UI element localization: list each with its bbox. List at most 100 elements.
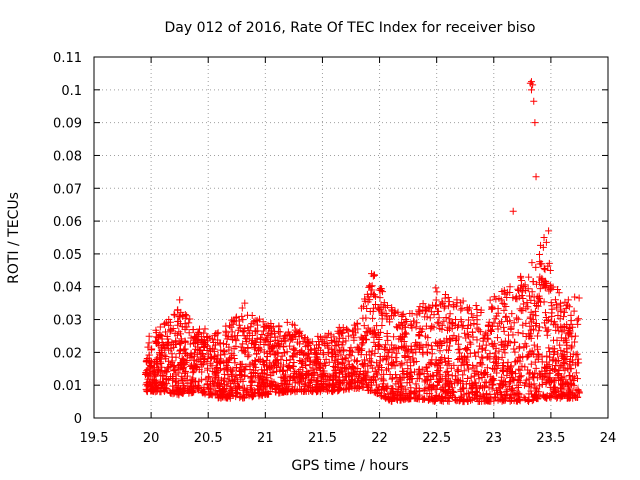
data-point [266, 359, 274, 367]
data-point [334, 360, 342, 368]
data-point [419, 348, 427, 356]
data-point [524, 303, 532, 311]
data-point [331, 357, 339, 365]
data-point [477, 306, 485, 314]
data-point [438, 353, 446, 361]
data-point [175, 312, 183, 320]
data-point [430, 394, 438, 402]
data-point [350, 321, 358, 329]
data-point [176, 296, 184, 304]
data-point [476, 392, 484, 400]
data-point [218, 389, 226, 397]
data-point [395, 383, 403, 391]
data-point [453, 379, 461, 387]
data-point [212, 358, 220, 366]
data-point [396, 321, 404, 329]
data-point [180, 346, 188, 354]
data-point [210, 338, 218, 346]
data-point [554, 371, 562, 379]
data-point [364, 298, 372, 306]
data-point [311, 356, 319, 364]
data-point [486, 296, 494, 304]
data-point [303, 371, 311, 379]
data-point [485, 318, 493, 326]
data-point [211, 370, 219, 378]
data-point [229, 336, 237, 344]
data-point [374, 329, 382, 337]
data-point [551, 365, 558, 373]
data-point [535, 294, 543, 302]
data-point [558, 381, 566, 389]
data-point [191, 361, 199, 369]
data-point [181, 337, 189, 345]
data-point [409, 354, 417, 362]
data-point [281, 387, 289, 395]
data-point [226, 322, 234, 330]
data-point [510, 319, 518, 327]
data-point [534, 355, 542, 363]
data-point [471, 391, 479, 399]
data-point [533, 332, 541, 340]
data-point [252, 327, 260, 335]
data-point [444, 355, 452, 363]
data-point [200, 358, 208, 366]
data-point [341, 355, 349, 363]
data-point [422, 376, 430, 384]
data-point [169, 324, 177, 332]
data-point [225, 392, 233, 400]
data-point [544, 262, 552, 270]
data-point [299, 358, 307, 366]
data-point [467, 385, 475, 393]
data-point [436, 364, 444, 372]
data-point [522, 333, 530, 341]
data-point [256, 315, 264, 323]
data-point [567, 320, 575, 328]
data-point [573, 316, 581, 324]
data-point [380, 370, 388, 378]
x-tick-label: 20.5 [194, 431, 223, 446]
data-point [154, 365, 162, 373]
data-point [457, 361, 465, 369]
data-point [363, 372, 371, 380]
data-point [445, 315, 453, 323]
data-point [423, 389, 431, 397]
data-point [528, 318, 536, 326]
data-point [484, 335, 492, 343]
data-point [383, 302, 391, 310]
data-point [529, 81, 537, 89]
data-point [185, 319, 193, 327]
data-point [493, 334, 501, 342]
data-point [540, 392, 548, 400]
data-point [550, 336, 557, 344]
data-point [382, 341, 390, 349]
data-point [446, 342, 454, 350]
data-point [248, 359, 256, 367]
data-point [187, 334, 195, 342]
data-point [475, 326, 483, 334]
data-point [168, 357, 176, 365]
data-point [477, 382, 485, 390]
data-point [231, 359, 239, 367]
data-point [549, 357, 557, 365]
data-point [567, 352, 575, 360]
data-point [232, 393, 240, 401]
data-point [504, 358, 512, 366]
data-point [291, 326, 299, 334]
data-point [200, 329, 208, 337]
data-point [413, 319, 421, 327]
data-point [438, 392, 446, 400]
y-tick-label: 0.06 [53, 215, 82, 230]
data-point [459, 371, 467, 379]
data-point [513, 396, 521, 404]
x-tick-label: 22 [371, 431, 388, 446]
data-point [337, 351, 345, 359]
data-point [495, 347, 503, 355]
data-point [549, 320, 557, 328]
data-point [545, 344, 553, 352]
data-point [515, 365, 523, 373]
data-point [444, 386, 452, 394]
data-point [161, 319, 169, 327]
data-point [329, 353, 337, 361]
data-point [449, 301, 457, 309]
data-point [164, 364, 172, 372]
